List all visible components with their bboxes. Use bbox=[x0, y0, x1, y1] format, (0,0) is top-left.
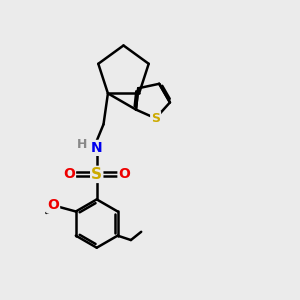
Text: S: S bbox=[91, 167, 102, 182]
Text: O: O bbox=[118, 167, 130, 182]
Text: H: H bbox=[77, 138, 87, 151]
Text: S: S bbox=[151, 112, 160, 125]
Text: N: N bbox=[91, 141, 103, 155]
Text: O: O bbox=[63, 167, 75, 182]
Text: O: O bbox=[47, 198, 59, 212]
